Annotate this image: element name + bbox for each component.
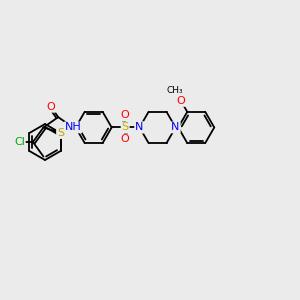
Text: S: S	[122, 122, 129, 132]
Text: N: N	[135, 122, 144, 132]
Text: CH₃: CH₃	[167, 86, 183, 95]
Text: NH: NH	[64, 122, 81, 132]
Text: S: S	[57, 128, 64, 138]
Text: O: O	[177, 96, 185, 106]
Text: O: O	[121, 134, 130, 144]
Text: O: O	[46, 102, 56, 112]
Text: N: N	[135, 122, 144, 132]
Text: Cl: Cl	[14, 137, 25, 147]
Text: N: N	[171, 122, 180, 132]
Text: O: O	[121, 110, 130, 120]
